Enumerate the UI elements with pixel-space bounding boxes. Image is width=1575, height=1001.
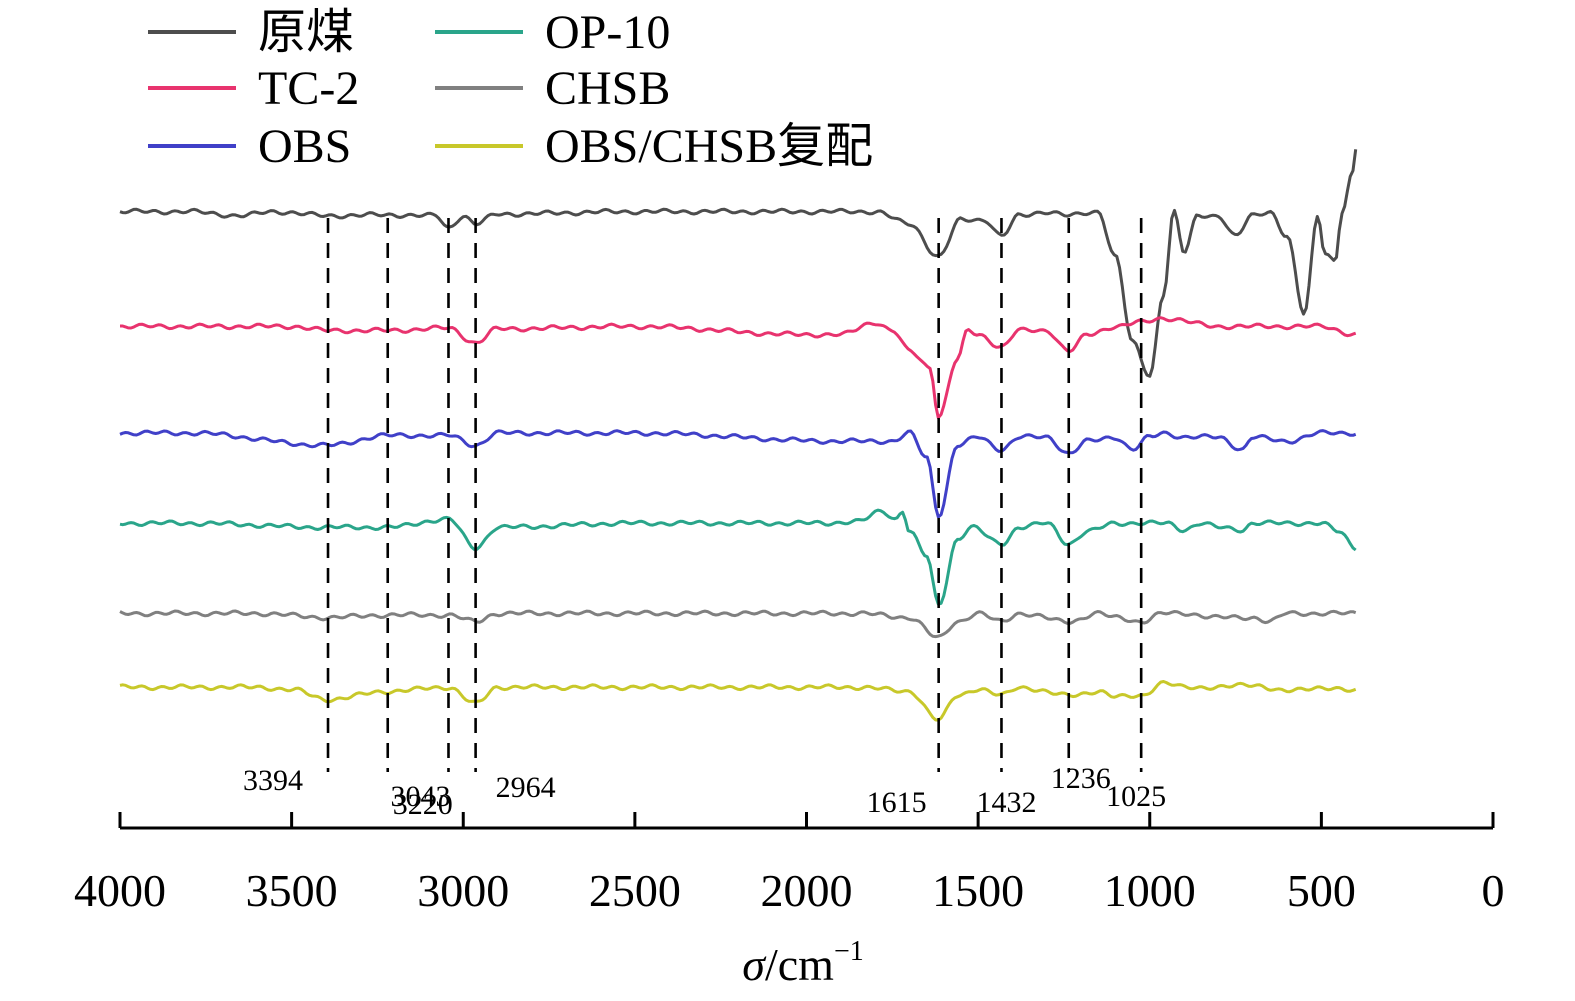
x-axis-unit: /cm xyxy=(765,939,834,990)
x-tick-label-4000: 4000 xyxy=(74,865,166,916)
legend-label-5: CHSB xyxy=(545,62,670,115)
annotation-label-3043: 3043 xyxy=(390,780,450,813)
series-line-5 xyxy=(119,609,1357,639)
annotation-label-3220: 3220 xyxy=(393,788,453,821)
legend-label-3: OBS xyxy=(258,120,351,173)
x-tick-label-1000: 1000 xyxy=(1104,865,1196,916)
legend-label-4: OP-10 xyxy=(545,6,670,59)
series-line-6 xyxy=(119,680,1357,722)
series-layer xyxy=(119,149,1358,722)
series-line-2 xyxy=(120,316,1357,420)
annotation-label-1025: 1025 xyxy=(1106,780,1166,813)
x-tick-label-1500: 1500 xyxy=(932,865,1024,916)
series-line-4 xyxy=(119,508,1357,606)
x-tick-label-3500: 3500 xyxy=(246,865,338,916)
annotation-label-2964: 2964 xyxy=(496,771,556,804)
annotation-label-1615: 1615 xyxy=(867,786,927,819)
x-tick-label-3000: 3000 xyxy=(417,865,509,916)
annotation-label-1432: 1432 xyxy=(976,786,1036,819)
legend-label-6: OBS/CHSB复配 xyxy=(545,120,873,173)
x-axis-symbol: σ xyxy=(742,939,767,990)
annotation-label-1236: 1236 xyxy=(1051,762,1111,795)
x-axis: 4000 3500 3000 2500 2000 1500 1000 500 0 xyxy=(74,812,1505,916)
annotation-label-3394: 3394 xyxy=(243,764,303,797)
x-axis-title: σ/cm−1 xyxy=(742,936,863,990)
series-line-3 xyxy=(119,429,1357,519)
series-line-1 xyxy=(119,149,1358,378)
x-axis-exponent: −1 xyxy=(834,936,864,967)
legend-label-2: TC-2 xyxy=(258,62,359,115)
x-tick-label-0: 0 xyxy=(1482,865,1505,916)
x-tick-label-2000: 2000 xyxy=(761,865,853,916)
x-tick-label-2500: 2500 xyxy=(589,865,681,916)
x-tick-label-500: 500 xyxy=(1287,865,1356,916)
legend-label-1: 原煤 xyxy=(258,6,354,59)
